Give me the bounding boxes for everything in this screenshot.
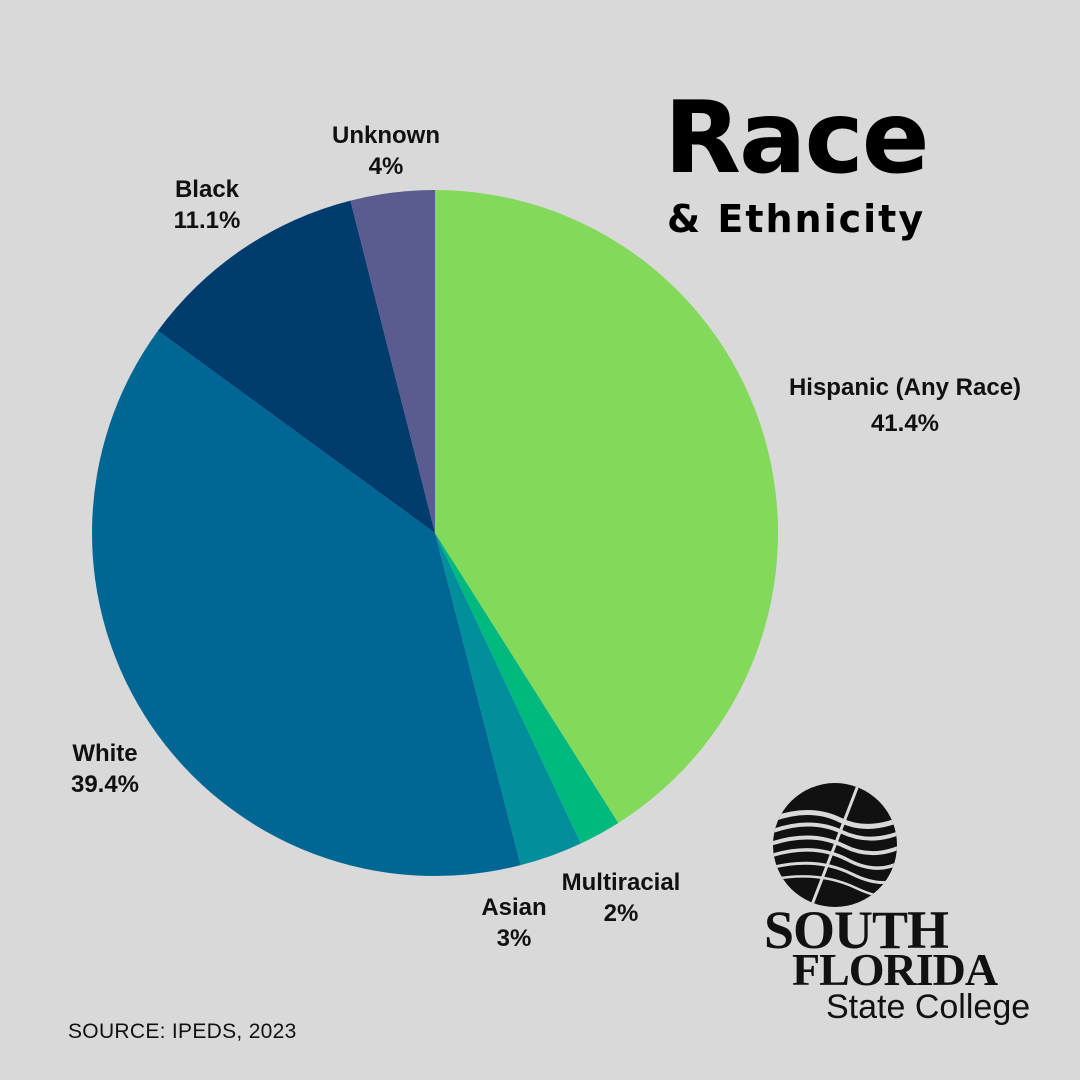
label-asian-name: Asian xyxy=(481,894,547,921)
sfsc-globe-icon xyxy=(773,783,897,907)
pie-slice-black xyxy=(157,200,435,533)
label-asian-value: 3% xyxy=(496,925,532,952)
pie-slice-asian xyxy=(435,533,581,866)
label-black-value: 11.1% xyxy=(173,207,241,234)
label-multiracial-name: Multiracial xyxy=(561,869,681,896)
label-asian: Asian 3% xyxy=(481,892,546,954)
pie-slice-white xyxy=(92,330,521,876)
pie-slice-unknown xyxy=(350,190,435,533)
label-white-name: White xyxy=(72,740,138,767)
pie-slice-hispanic xyxy=(435,190,779,823)
label-unknown-name: Unknown xyxy=(332,122,440,149)
label-hispanic-name: Hispanic (Any Race) xyxy=(788,374,1022,401)
logo-line-south: SOUTH xyxy=(764,900,949,960)
label-hispanic-value: 41.4% xyxy=(870,410,940,437)
label-white-value: 39.4% xyxy=(70,771,140,798)
chart-title: Race xyxy=(664,79,930,196)
label-multiracial-value: 2% xyxy=(603,900,639,927)
chart-subtitle: & Ethnicity xyxy=(667,197,926,241)
label-hispanic: Hispanic (Any Race) 41.4% xyxy=(789,372,1021,439)
label-multiracial: Multiracial 2% xyxy=(562,867,681,929)
source-note: SOURCE: IPEDS, 2023 xyxy=(68,1020,297,1043)
label-black: Black 11.1% xyxy=(174,174,241,236)
logo-line-state-college: State College xyxy=(826,988,1031,1026)
pie-slice-multiracial xyxy=(435,533,619,844)
label-white: White 39.4% xyxy=(71,738,139,800)
logo-line-florida: FLORIDA xyxy=(792,944,998,995)
label-black-name: Black xyxy=(174,176,240,203)
label-unknown: Unknown 4% xyxy=(332,120,440,182)
college-logo: SOUTH FLORIDA State College xyxy=(760,775,1050,1035)
label-unknown-value: 4% xyxy=(368,153,404,180)
